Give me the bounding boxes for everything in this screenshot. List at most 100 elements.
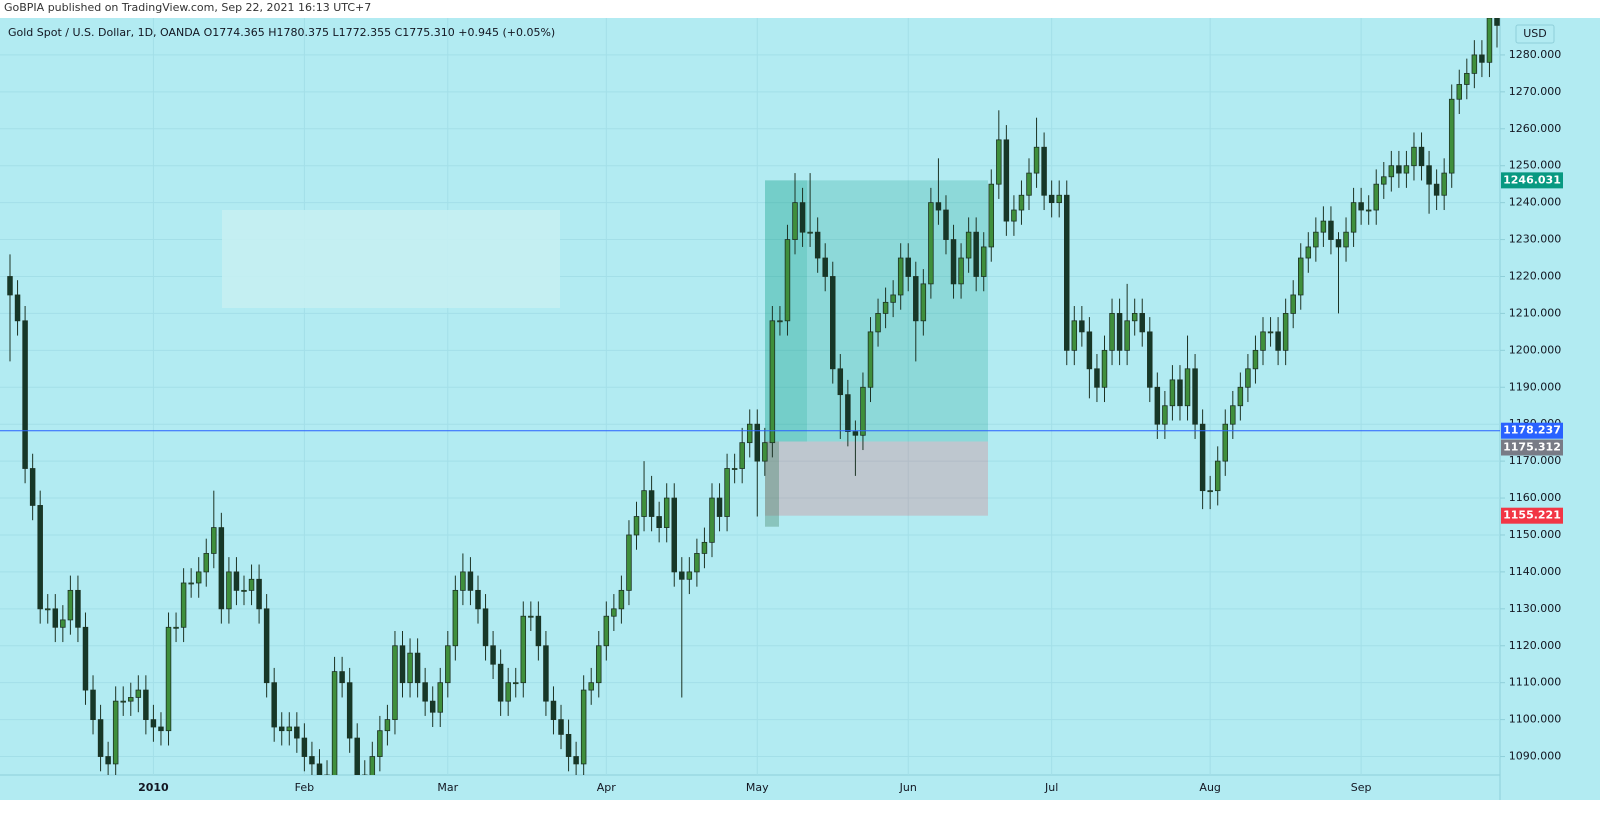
price-badge <box>1501 507 1563 524</box>
candle-body <box>37 505 43 610</box>
byline: GoBPIA published on TradingView.com, Sep… <box>4 1 371 14</box>
candle-body <box>7 276 13 296</box>
candle-body <box>950 239 957 285</box>
y-tick-label: 1230.000 <box>1509 233 1562 246</box>
candle-body <box>1169 379 1176 407</box>
y-tick-label: 1260.000 <box>1509 122 1562 135</box>
price-badge-label: 1246.031 <box>1503 173 1561 186</box>
x-tick-label: Mar <box>437 781 458 794</box>
price-badge <box>1501 422 1563 439</box>
candle-body <box>339 671 345 684</box>
y-tick-label: 1120.000 <box>1509 639 1562 652</box>
candle-body <box>1305 246 1312 259</box>
candle-body <box>1403 165 1410 174</box>
candle-body <box>686 571 693 580</box>
candle-body <box>128 697 134 702</box>
candle-body <box>1026 172 1032 196</box>
candle-body <box>203 553 209 573</box>
y-tick-label: 1220.000 <box>1509 269 1562 282</box>
currency: USD <box>1523 27 1547 40</box>
candle-body <box>580 689 587 765</box>
candle-body <box>1411 146 1417 167</box>
candle-body <box>105 756 111 765</box>
candle-body <box>414 652 421 684</box>
candle-body <box>354 737 360 775</box>
x-tick-label: Apr <box>597 781 617 794</box>
candle-body <box>852 431 859 436</box>
candle-body <box>112 700 119 765</box>
candle-body <box>1335 239 1342 248</box>
candle-body <box>943 209 949 240</box>
candle-body <box>1147 331 1153 388</box>
candles <box>7 18 1500 775</box>
candle-body <box>1282 313 1289 351</box>
y-tick-label: 1190.000 <box>1509 380 1562 393</box>
candle-body <box>135 689 142 698</box>
candle-body <box>897 257 904 296</box>
currency-box <box>1515 24 1555 44</box>
candle-body <box>97 719 104 757</box>
candle-body <box>905 257 911 277</box>
pane-background <box>0 18 1500 775</box>
candle-body <box>180 582 187 628</box>
candle-body <box>475 589 481 610</box>
price-badge-label: 1155.221 <box>1503 509 1561 522</box>
candle-body <box>663 497 670 528</box>
candle-body <box>875 313 881 333</box>
candle-body <box>973 231 979 277</box>
candle-body <box>1245 368 1251 388</box>
candle-body <box>445 645 451 684</box>
candle-body <box>928 202 934 285</box>
candle-body <box>1071 320 1078 351</box>
candle-body <box>22 320 28 469</box>
candle-body <box>1365 209 1372 212</box>
candle-body <box>1048 194 1055 204</box>
candle-body <box>920 283 927 322</box>
candle-body <box>143 689 149 721</box>
candle-body <box>1086 331 1093 370</box>
candle-body <box>1018 194 1025 211</box>
candle-body <box>67 589 74 621</box>
grid <box>0 18 1500 775</box>
candle-body <box>1094 368 1100 388</box>
stop-zone <box>765 441 988 516</box>
candle-body <box>278 726 285 732</box>
y-tick-label: 1200.000 <box>1509 343 1562 356</box>
candle-body <box>248 578 255 591</box>
y-tick-label: 1150.000 <box>1509 528 1562 541</box>
candle-body <box>1396 165 1402 174</box>
candle-body <box>165 626 172 732</box>
candle-body <box>837 368 844 396</box>
candle-body <box>188 582 194 585</box>
candle-body <box>377 730 383 757</box>
candle-body <box>173 626 179 629</box>
candle-body <box>558 719 564 735</box>
y-tick-label: 1240.000 <box>1509 196 1562 209</box>
candle-body <box>90 689 96 721</box>
y-tick-label: 1140.000 <box>1509 565 1562 578</box>
price-badge <box>1501 172 1563 189</box>
candle-body <box>437 682 443 713</box>
candle-body <box>830 276 836 370</box>
candle-body <box>603 615 610 647</box>
candle-body <box>633 516 640 536</box>
candle-body <box>45 608 51 611</box>
candle-body <box>1373 183 1379 211</box>
candle-body <box>309 756 315 765</box>
candle-body <box>392 645 398 721</box>
candle-body <box>845 394 851 432</box>
candle-body <box>784 239 791 322</box>
candle-body <box>958 257 964 285</box>
candle-body <box>980 246 987 277</box>
candle-body <box>1101 349 1108 388</box>
y-tick-label: 1160.000 <box>1509 491 1562 504</box>
candle-body <box>1343 231 1349 248</box>
candle-body <box>648 490 655 517</box>
candle-body <box>1260 331 1266 351</box>
candle-body <box>14 294 21 322</box>
candle-body <box>1064 194 1070 351</box>
candle-body <box>512 682 519 685</box>
candle-body <box>807 231 813 234</box>
candle-body <box>731 468 738 470</box>
